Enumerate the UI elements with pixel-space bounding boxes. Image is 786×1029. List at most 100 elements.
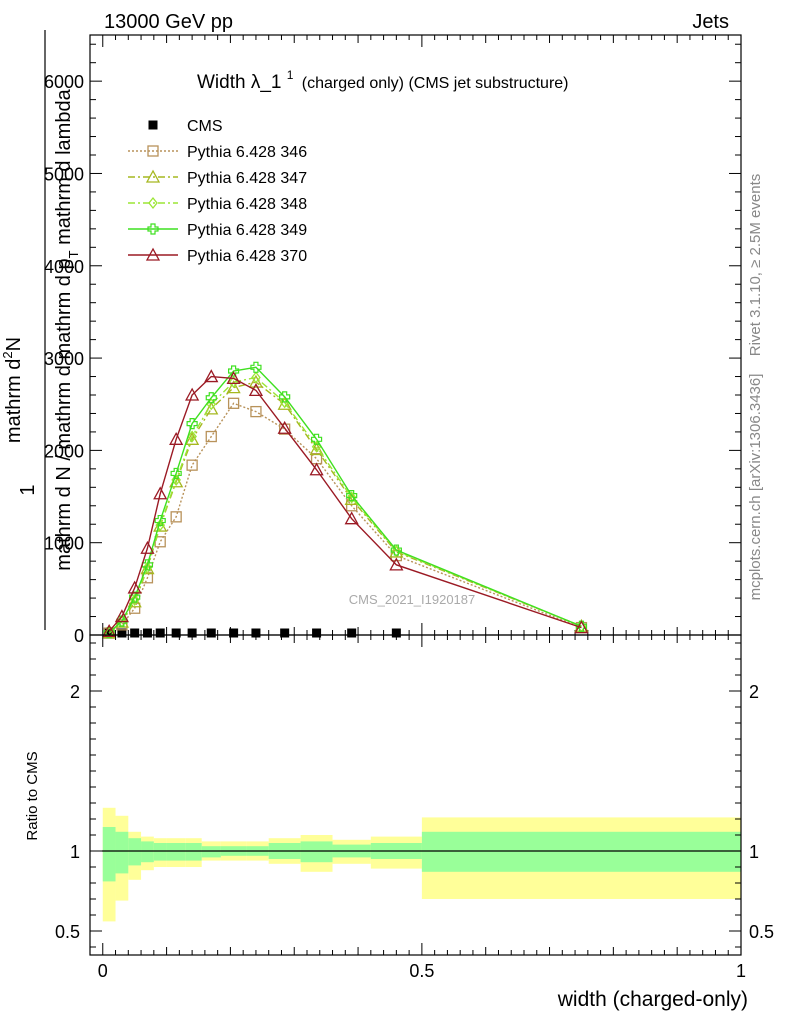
y-label-num: mathrm d xyxy=(3,359,25,443)
legend-marker-3 xyxy=(148,196,158,210)
series-4-point-6 xyxy=(186,418,198,430)
series-1-point-10 xyxy=(279,423,291,435)
y-label-den-sub: T xyxy=(66,250,81,258)
series-4-point-4 xyxy=(154,514,166,527)
series-2-point-8 xyxy=(226,380,241,394)
legend: CMS Pythia 6.428 346 Pythia 6.428 347 Pythi… xyxy=(128,118,307,265)
series-line-4 xyxy=(108,366,582,634)
y-tick-label-1: 1000 xyxy=(44,534,84,554)
series-5-point-4 xyxy=(153,486,168,500)
series-5-point-7 xyxy=(204,369,219,383)
series-5-point-0 xyxy=(102,623,117,637)
series-4 xyxy=(103,361,588,639)
legend-marker-2 xyxy=(145,169,161,183)
ratio-y-label: Ratio to CMS xyxy=(24,751,41,840)
legend-marker-1 xyxy=(147,145,159,157)
series-5-point-3 xyxy=(140,540,155,554)
y-label-num-sup: 2 xyxy=(0,351,15,358)
series-0-point-10 xyxy=(280,628,290,638)
y-tick-label-2: 2000 xyxy=(44,441,84,461)
ratio-y-tick-label-left-0: 0.5 xyxy=(55,922,80,942)
watermark: CMS_2021_I1920187 xyxy=(349,592,476,607)
y-label-den-tail: mathrm d lambda xyxy=(53,88,75,250)
ratio-stat-band-2 xyxy=(128,838,142,866)
series-5-point-14 xyxy=(574,620,589,634)
y-label-den: mathrm d N / mathrm d mathrm d p xyxy=(53,258,75,570)
series-3-point-3 xyxy=(142,561,153,574)
plot-title-sup: 1 xyxy=(287,68,294,82)
series-0-point-4 xyxy=(155,628,165,638)
ratio-y-tick-label-right-0: 0.5 xyxy=(749,922,774,942)
y-tick-label-0: 0 xyxy=(74,626,84,646)
series-0-point-2 xyxy=(130,628,140,638)
x-axis-label: width (charged-only) xyxy=(557,988,748,1011)
ratio-stat-band-0 xyxy=(102,827,116,882)
series-5-point-5 xyxy=(169,431,184,445)
ratio-y-tick-label-right-1: 1 xyxy=(749,842,759,862)
series-5-point-6 xyxy=(185,387,200,401)
legend-marker-4 xyxy=(147,223,159,235)
series-0-point-5 xyxy=(171,628,181,638)
x-tick-label-2: 1 xyxy=(736,961,746,981)
series-5 xyxy=(102,369,589,637)
series-3-point-6 xyxy=(187,430,197,443)
series-1-point-7 xyxy=(205,430,217,443)
ratio-stat-band-3 xyxy=(141,841,154,863)
series-5-point-12 xyxy=(344,511,359,525)
y-tick-label-3: 3000 xyxy=(44,349,84,369)
series-1-point-5 xyxy=(170,511,182,523)
series-5-point-10 xyxy=(277,420,292,434)
ratio-panel: 0 0.5 10.5 0.51 12 2 xyxy=(55,634,774,981)
ratio-y-tick-label-left-2: 2 xyxy=(70,682,80,702)
legend-label-3: Pythia 6.428 348 xyxy=(187,196,307,213)
series-0 xyxy=(104,628,401,638)
series-line-1 xyxy=(108,402,582,634)
ratio-stat-band-7 xyxy=(201,846,221,858)
series-0-point-6 xyxy=(187,628,197,638)
ratio-frame xyxy=(89,634,742,956)
series-4-point-11 xyxy=(310,433,323,445)
series-0-point-7 xyxy=(206,628,216,638)
y-tick-label-5: 5000 xyxy=(44,164,84,184)
rivet-label: Rivet 3.1.10, ≥ 2.5M events xyxy=(747,174,764,357)
series-4-point-5 xyxy=(170,467,182,480)
plot-title: Width λ_1 1 (charged only) (CMS jet subs… xyxy=(197,63,569,93)
ratio-stat-band-6 xyxy=(185,843,202,861)
series-4-point-13 xyxy=(390,544,402,556)
series-line-3 xyxy=(108,376,582,634)
series-3-point-9 xyxy=(251,371,261,384)
plot-title-suffix: (charged only) (CMS jet substructure) xyxy=(302,75,569,92)
ratio-stat-band-14 xyxy=(421,831,741,872)
legend-marker-0 xyxy=(148,120,158,130)
series-4-point-7 xyxy=(205,392,217,404)
series-0-point-8 xyxy=(229,628,239,638)
series-1-point-9 xyxy=(250,405,262,418)
series-0-point-9 xyxy=(251,628,261,638)
y-axis-label: 1 mathrm d2N mathrm d N / mathrm d mathr… xyxy=(0,30,81,630)
ratio-y-tick-label-left-1: 1 xyxy=(70,842,80,862)
series-3-point-11 xyxy=(311,440,322,453)
series-4-point-2 xyxy=(129,591,141,603)
ratio-y-tick-label-right-2: 2 xyxy=(749,682,759,702)
series-5-point-11 xyxy=(309,462,324,476)
series-0-point-12 xyxy=(347,628,357,638)
legend-label-2: Pythia 6.428 347 xyxy=(187,170,307,187)
ratio-stat-band-4 xyxy=(153,843,167,861)
y-label-denominator: mathrm d N / mathrm d mathrm d pT mathrm… xyxy=(53,88,81,570)
header-energy: 13000 GeV pp xyxy=(104,11,233,33)
series-3-point-12 xyxy=(346,491,357,504)
series-4-point-0 xyxy=(103,627,115,639)
series-0-point-13 xyxy=(391,628,401,638)
series-4-point-9 xyxy=(250,361,262,373)
series-3-point-5 xyxy=(171,473,181,486)
y-label-one: 1 xyxy=(17,484,39,495)
y-label-num-tail: N xyxy=(3,337,25,351)
series-0-point-3 xyxy=(142,628,152,638)
main-panel: 0 1000 2000 3000 4000 5000 6000 xyxy=(44,34,742,646)
series-3-point-7 xyxy=(206,398,217,411)
series-5-point-2 xyxy=(127,580,142,594)
ratio-stat-band-11 xyxy=(300,841,333,863)
x-tick-label-1: 0.5 xyxy=(409,961,434,981)
series-5-point-9 xyxy=(248,383,264,397)
